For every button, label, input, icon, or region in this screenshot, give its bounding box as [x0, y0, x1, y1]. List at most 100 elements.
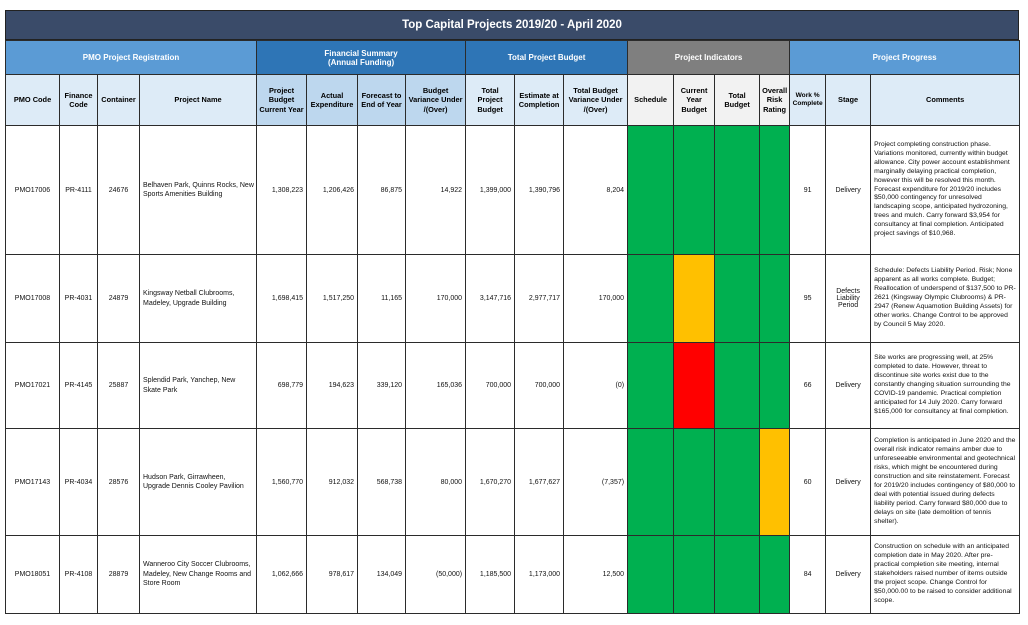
col-finance-code: Finance Code — [59, 74, 98, 126]
comments-cell: Completion is anticipated in June 2020 a… — [870, 428, 1021, 536]
schedule-indicator — [627, 125, 675, 255]
overall-risk-indicator — [759, 342, 791, 429]
estimate-cell: 700,000 — [514, 342, 565, 429]
col-total-project-budget: Total Project Budget — [465, 74, 516, 126]
actual-expenditure-cell: 1,517,250 — [306, 254, 359, 343]
table-row: PMO17021 PR-4145 25887 Splendid Park, Ya… — [5, 342, 1021, 429]
pmo-code-cell: PMO17006 — [5, 125, 60, 255]
budget-variance-cell: 165,036 — [405, 342, 467, 429]
group-pmo-registration: PMO Project Registration — [4, 40, 258, 75]
actual-expenditure-cell: 1,206,426 — [306, 125, 359, 255]
finance-code-cell: PR-4034 — [59, 428, 98, 536]
schedule-indicator — [627, 254, 675, 343]
total-variance-cell: (7,357) — [563, 428, 629, 536]
col-forecast: Forecast to End of Year — [357, 74, 407, 126]
col-pmo-code: PMO Code — [5, 74, 60, 126]
col-comments: Comments — [870, 74, 1021, 126]
current-year-budget-indicator — [673, 342, 716, 429]
actual-expenditure-cell: 912,032 — [306, 428, 359, 536]
finance-code-cell: PR-4108 — [59, 535, 98, 614]
pmo-code-cell: PMO18051 — [5, 535, 60, 614]
total-budget-indicator — [714, 342, 761, 429]
budget-variance-cell: 14,922 — [405, 125, 467, 255]
group-project-progress: Project Progress — [789, 40, 1021, 75]
forecast-cell: 134,049 — [357, 535, 407, 614]
forecast-cell: 11,165 — [357, 254, 407, 343]
pmo-code-cell: PMO17143 — [5, 428, 60, 536]
projects-table: PMO Project Registration Financial Summa… — [4, 40, 1021, 614]
schedule-indicator — [627, 342, 675, 429]
table-row: PMO17006 PR-4111 24676 Belhaven Park, Qu… — [5, 125, 1021, 255]
project-name-cell: Wanneroo City Soccer Clubrooms, Madeley,… — [138, 535, 258, 614]
project-name-cell: Hudson Park, Girrawheen, Upgrade Dennis … — [138, 428, 258, 536]
project-name-cell: Kingsway Netball Clubrooms, Madeley, Upg… — [138, 254, 258, 343]
work-complete-cell: 95 — [789, 254, 827, 343]
total-budget-indicator — [714, 254, 761, 343]
current-year-budget-indicator — [673, 254, 716, 343]
col-project-name: Project Name — [138, 74, 258, 126]
total-budget-indicator — [714, 428, 761, 536]
group-total-project-budget: Total Project Budget — [465, 40, 629, 75]
column-header-row: PMO Code Finance Code Container Project … — [5, 74, 1021, 126]
col-schedule: Schedule — [627, 74, 675, 126]
actual-expenditure-cell: 194,623 — [306, 342, 359, 429]
finance-code-cell: PR-4145 — [59, 342, 98, 429]
stage-cell: Delivery — [825, 125, 872, 255]
container-cell: 28879 — [97, 535, 140, 614]
current-year-budget-indicator — [673, 125, 716, 255]
estimate-cell: 1,677,627 — [514, 428, 565, 536]
group-financial-summary: Financial Summary (Annual Funding) — [256, 40, 467, 75]
budget-variance-cell: 80,000 — [405, 428, 467, 536]
overall-risk-indicator — [759, 254, 791, 343]
total-variance-cell: (0) — [563, 342, 629, 429]
total-project-budget-cell: 1,185,500 — [465, 535, 516, 614]
table-row: PMO17143 PR-4034 28576 Hudson Park, Girr… — [5, 428, 1021, 536]
project-name-cell: Splendid Park, Yanchep, New Skate Park — [138, 342, 258, 429]
table-row: PMO18051 PR-4108 28879 Wanneroo City Soc… — [5, 535, 1021, 614]
stage-cell: Defects Liability Period — [825, 254, 872, 343]
col-total-budget: Total Budget — [714, 74, 761, 126]
col-budget-variance: Budget Variance Under /(Over) — [405, 74, 467, 126]
total-project-budget-cell: 3,147,716 — [465, 254, 516, 343]
forecast-cell: 339,120 — [357, 342, 407, 429]
total-budget-indicator — [714, 535, 761, 614]
table-row: PMO17008 PR-4031 24879 Kingsway Netball … — [5, 254, 1021, 343]
col-total-variance: Total Budget Variance Under /(Over) — [563, 74, 629, 126]
col-estimate: Estimate at Completion — [514, 74, 565, 126]
finance-code-cell: PR-4031 — [59, 254, 98, 343]
report-sheet: Top Capital Projects 2019/20 - April 202… — [4, 10, 1021, 614]
project-name-cell: Belhaven Park, Quinns Rocks, New Sports … — [138, 125, 258, 255]
col-overall-risk: Overall Risk Rating — [759, 74, 791, 126]
container-cell: 24676 — [97, 125, 140, 255]
comments-cell: Project completing construction phase. V… — [870, 125, 1021, 255]
col-stage: Stage — [825, 74, 872, 126]
current-year-budget-indicator — [673, 428, 716, 536]
stage-cell: Delivery — [825, 342, 872, 429]
container-cell: 24879 — [97, 254, 140, 343]
col-work-complete: Work % Complete — [789, 74, 827, 126]
pmo-code-cell: PMO17008 — [5, 254, 60, 343]
project-budget-cell: 698,779 — [256, 342, 308, 429]
container-cell: 28576 — [97, 428, 140, 536]
project-budget-cell: 1,560,770 — [256, 428, 308, 536]
total-variance-cell: 170,000 — [563, 254, 629, 343]
schedule-indicator — [627, 535, 675, 614]
overall-risk-indicator — [759, 125, 791, 255]
estimate-cell: 1,173,000 — [514, 535, 565, 614]
finance-code-cell: PR-4111 — [59, 125, 98, 255]
group-header-row: PMO Project Registration Financial Summa… — [4, 40, 1021, 75]
col-current-year-budget: Current Year Budget — [673, 74, 716, 126]
comments-cell: Construction on schedule with an anticip… — [870, 535, 1021, 614]
work-complete-cell: 91 — [789, 125, 827, 255]
actual-expenditure-cell: 978,617 — [306, 535, 359, 614]
work-complete-cell: 84 — [789, 535, 827, 614]
budget-variance-cell: (50,000) — [405, 535, 467, 614]
forecast-cell: 568,738 — [357, 428, 407, 536]
group-project-indicators: Project Indicators — [627, 40, 791, 75]
comments-cell: Site works are progressing well, at 25% … — [870, 342, 1021, 429]
budget-variance-cell: 170,000 — [405, 254, 467, 343]
forecast-cell: 86,875 — [357, 125, 407, 255]
total-budget-indicator — [714, 125, 761, 255]
overall-risk-indicator — [759, 535, 791, 614]
pmo-code-cell: PMO17021 — [5, 342, 60, 429]
